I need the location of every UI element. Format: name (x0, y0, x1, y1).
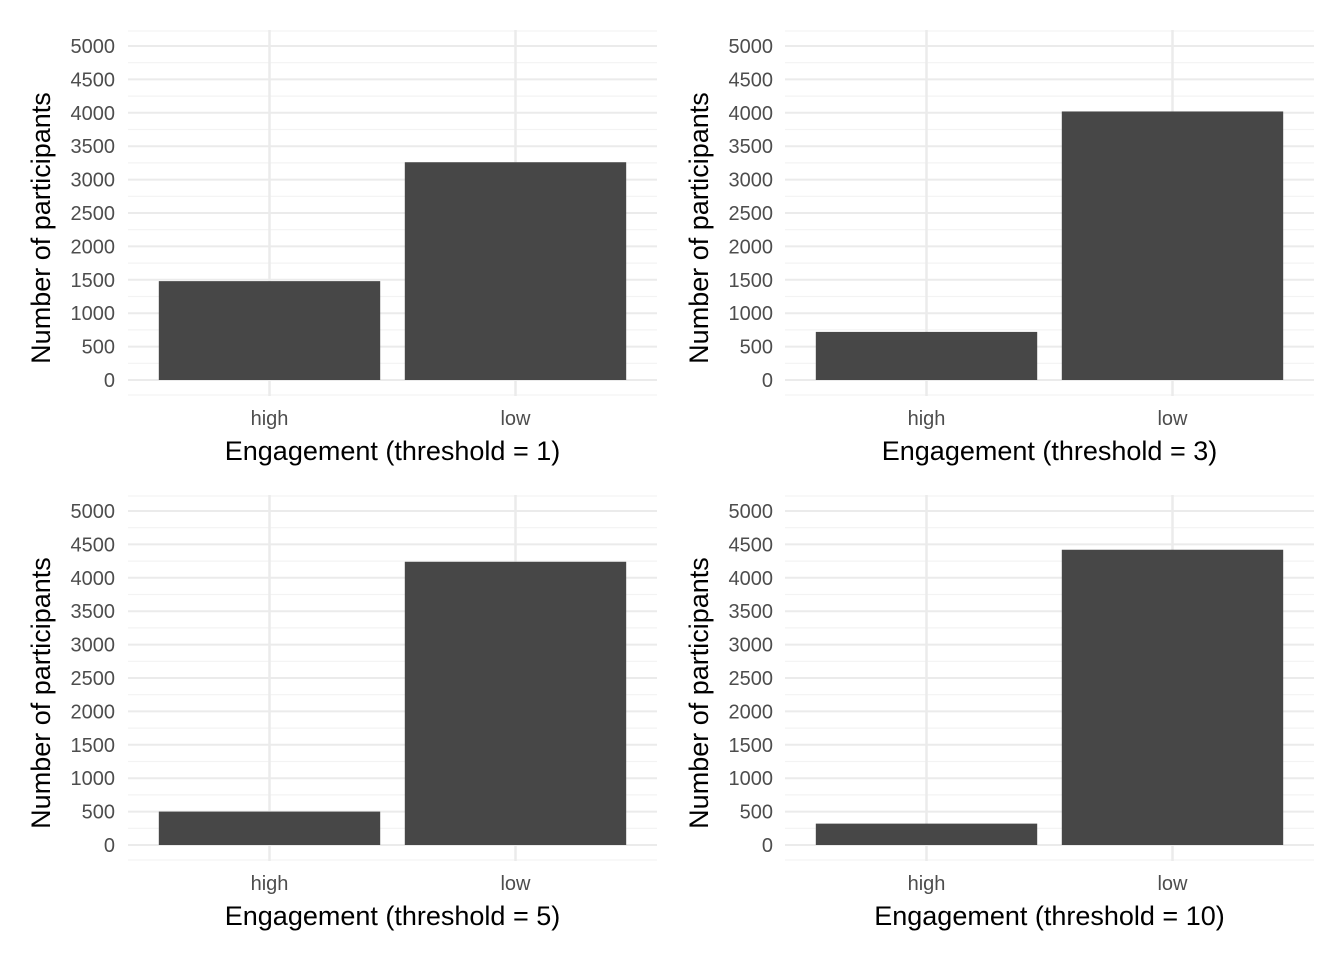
y-tick-label: 3500 (71, 601, 116, 623)
y-tick-label: 500 (740, 337, 773, 359)
y-tick-label: 1000 (729, 768, 774, 790)
y-tick-label: 5000 (729, 501, 774, 523)
y-tick-label: 4500 (729, 69, 774, 91)
y-tick-label: 500 (740, 802, 773, 824)
chart-panel-1: 0 500 1000 1500 2000 2500 3000 3500 4000 4500 5000… (26, 30, 657, 466)
y-tick-label: 0 (104, 370, 115, 392)
y-tick-label: 2500 (729, 203, 774, 225)
y-axis-title: Number of participants (684, 92, 714, 364)
y-tick-label: 500 (82, 802, 115, 824)
y-tick-label: 4000 (71, 568, 116, 590)
bar-low (404, 162, 627, 380)
y-tick-label: 2000 (729, 701, 774, 723)
x-tick-label: high (908, 873, 946, 895)
y-tick-label: 2500 (71, 668, 116, 690)
y-tick-label: 2500 (71, 203, 116, 225)
y-tick-label: 1500 (729, 270, 774, 292)
y-tick-label: 0 (762, 370, 773, 392)
chart-panel-2: 0 500 1000 1500 2000 2500 3000 3500 4000 4500 5000… (684, 30, 1314, 466)
y-tick-label: 2500 (729, 668, 774, 690)
y-tick-label: 1500 (71, 270, 116, 292)
bar-high (158, 281, 381, 380)
bar-high (158, 811, 381, 845)
y-tick-label: 3000 (729, 635, 774, 657)
y-tick-label: 4500 (71, 534, 116, 556)
x-tick-label: low (1157, 873, 1188, 895)
y-tick-label: 1000 (71, 303, 116, 325)
bar-high (815, 823, 1038, 845)
y-tick-label: 3500 (729, 601, 774, 623)
x-tick-label: low (1157, 408, 1188, 430)
y-tick-label: 3000 (71, 170, 116, 192)
y-tick-label: 4000 (729, 103, 774, 125)
x-tick-label: high (251, 408, 289, 430)
bar-high (815, 331, 1038, 380)
x-axis-title: Engagement (threshold = 10) (874, 901, 1224, 931)
y-tick-label: 0 (762, 835, 773, 857)
y-tick-label: 500 (82, 337, 115, 359)
x-axis-title: Engagement (threshold = 5) (225, 901, 560, 931)
y-tick-label: 1000 (729, 303, 774, 325)
y-tick-label: 5000 (729, 36, 774, 58)
y-tick-label: 3500 (729, 136, 774, 158)
y-axis-title: Number of participants (26, 557, 56, 829)
x-tick-label: high (908, 408, 946, 430)
y-tick-label: 1500 (71, 735, 116, 757)
bar-low (404, 561, 627, 845)
x-tick-label: low (500, 408, 531, 430)
chart-panel-4: 0 500 1000 1500 2000 2500 3000 3500 4000 4500 5000… (684, 495, 1314, 931)
y-tick-label: 4500 (729, 534, 774, 556)
y-tick-label: 2000 (729, 236, 774, 258)
y-tick-label: 1500 (729, 735, 774, 757)
chart-panel-3: 0 500 1000 1500 2000 2500 3000 3500 4000 4500 5000… (26, 495, 657, 931)
x-tick-label: high (251, 873, 289, 895)
bar-low (1061, 549, 1284, 845)
y-tick-label: 5000 (71, 501, 116, 523)
x-axis-title: Engagement (threshold = 1) (225, 436, 560, 466)
y-tick-label: 2000 (71, 701, 116, 723)
y-tick-label: 4000 (729, 568, 774, 590)
y-tick-label: 4500 (71, 69, 116, 91)
y-tick-label: 3500 (71, 136, 116, 158)
y-tick-label: 0 (104, 835, 115, 857)
y-axis-title: Number of participants (684, 557, 714, 829)
y-tick-label: 3000 (729, 170, 774, 192)
y-tick-label: 4000 (71, 103, 116, 125)
y-axis-title: Number of participants (26, 92, 56, 364)
y-tick-label: 5000 (71, 36, 116, 58)
bar-low (1061, 111, 1284, 381)
x-axis-title: Engagement (threshold = 3) (882, 436, 1217, 466)
y-tick-label: 1000 (71, 768, 116, 790)
y-tick-label: 3000 (71, 635, 116, 657)
y-tick-label: 2000 (71, 236, 116, 258)
x-tick-label: low (500, 873, 531, 895)
